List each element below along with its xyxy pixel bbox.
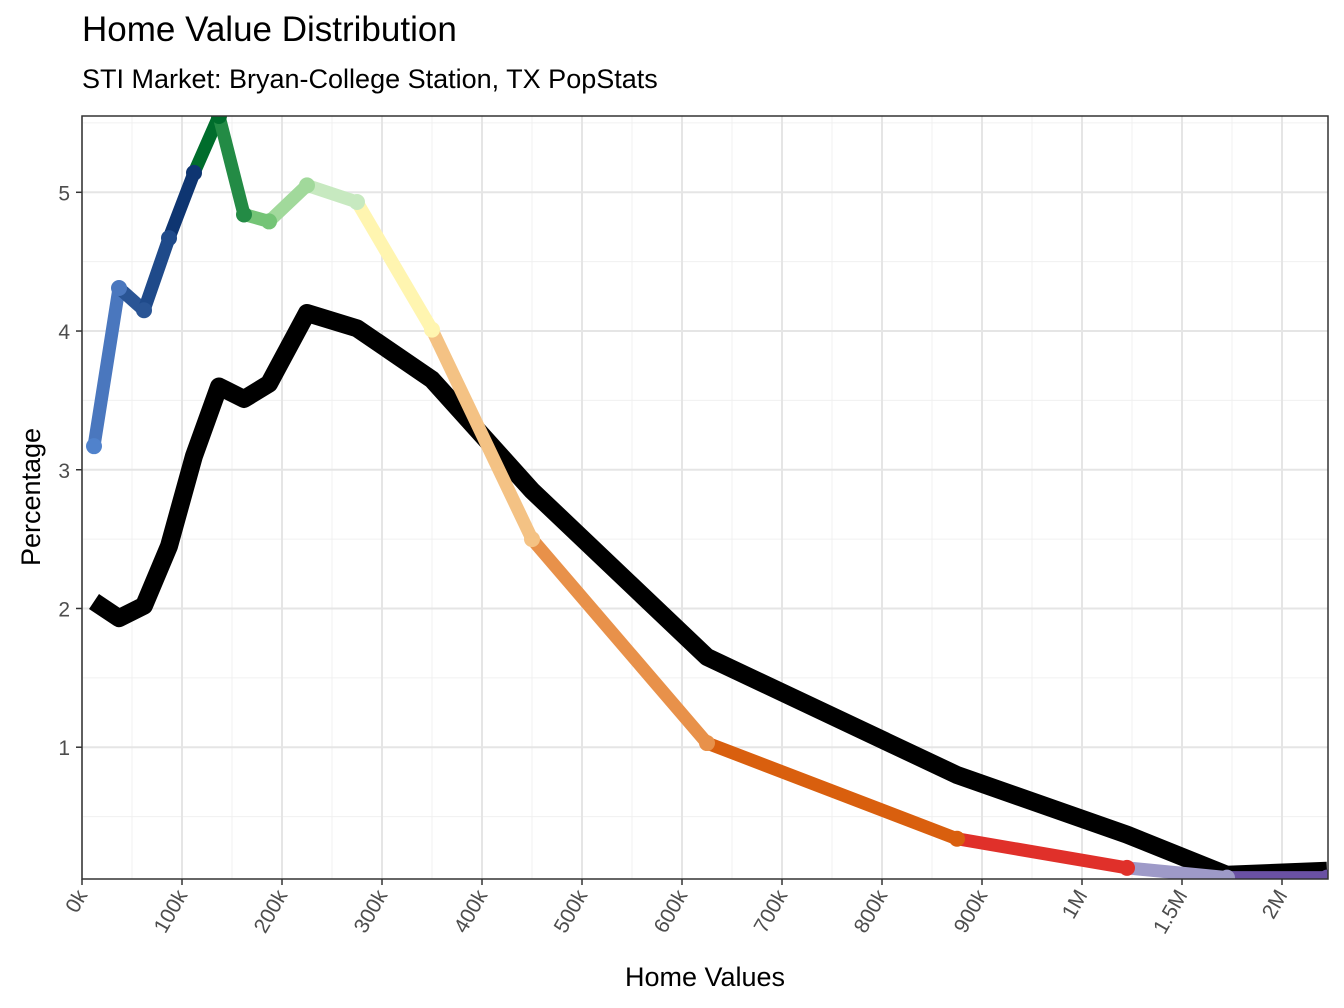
x-tick-label: 900k <box>950 886 993 937</box>
sti-market-point <box>236 206 252 223</box>
sti-market-point <box>186 164 202 181</box>
sti-market-segment <box>525 532 714 750</box>
sti-market-segment <box>950 832 1134 875</box>
x-tick-label: 1.5M <box>1149 886 1192 938</box>
sti-market-segment <box>87 281 126 453</box>
sti-market-segment <box>1120 861 1234 879</box>
sti-market-point <box>211 116 227 124</box>
sti-market-point <box>424 321 440 338</box>
sti-market-segment <box>137 231 176 317</box>
y-axis-title: Percentage <box>16 428 46 566</box>
sti-market-point <box>699 735 715 752</box>
x-tick-label: 500k <box>550 886 593 937</box>
chart-subtitle: STI Market: Bryan-College Station, TX Po… <box>82 64 658 94</box>
sti-market-point <box>261 213 277 230</box>
sti-market-point <box>1119 859 1135 876</box>
y-tick-label: 4 <box>58 321 70 344</box>
x-tick-label: 0k <box>61 886 92 917</box>
panel-border <box>81 115 1329 880</box>
sti-market-point <box>524 531 540 548</box>
x-tick-label: 800k <box>850 886 893 937</box>
x-tick-label: 100k <box>150 886 193 937</box>
x-axis-title: Home Values <box>625 962 785 992</box>
grid-lines <box>81 116 1328 879</box>
sti-market-point <box>161 230 177 247</box>
sti-market-segment <box>262 178 314 228</box>
x-tick-label: 200k <box>250 886 293 937</box>
y-tick-label: 5 <box>58 182 70 205</box>
x-tick-label: 400k <box>450 886 493 937</box>
x-tick-label: 600k <box>650 886 693 937</box>
sti-market-point <box>1219 869 1235 879</box>
sti-market-point <box>349 194 365 211</box>
sti-market-point <box>299 177 315 194</box>
popstats-line <box>89 304 1328 879</box>
x-tick-label: 300k <box>350 886 393 937</box>
sti-market-segment <box>162 166 201 245</box>
y-tick-label: 1 <box>58 737 70 760</box>
sti-market-point <box>949 830 965 847</box>
x-tick-label: 700k <box>750 886 793 937</box>
y-tick-label: 2 <box>58 598 70 621</box>
sti-market-segment <box>300 178 364 209</box>
x-tick-label: 1M <box>1058 886 1093 923</box>
sti-market-segment <box>425 323 539 546</box>
sti-market-point <box>86 438 102 455</box>
sti-market-segment <box>212 116 251 221</box>
y-tick-label: 3 <box>58 460 70 483</box>
sti-market-point <box>111 280 127 297</box>
sti-market-point <box>1319 869 1328 879</box>
x-tick-label: 2M <box>1258 886 1293 923</box>
sti-market-point <box>136 302 152 319</box>
series-layer <box>86 116 1328 879</box>
sti-market-segment <box>700 736 964 846</box>
chart-title: Home Value Distribution <box>82 10 457 49</box>
sti-market-segment <box>350 195 439 337</box>
